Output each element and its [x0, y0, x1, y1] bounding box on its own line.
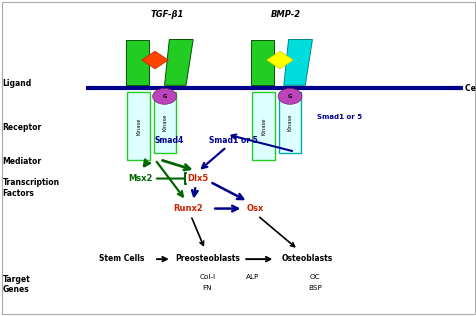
Polygon shape: [141, 51, 168, 69]
Text: G: G: [287, 94, 292, 99]
Text: Smad1 or 5: Smad1 or 5: [209, 136, 258, 145]
Text: Smad4: Smad4: [154, 136, 184, 145]
Text: Kinase: Kinase: [162, 114, 167, 131]
Text: Osteoblasts: Osteoblasts: [281, 254, 333, 263]
Text: BSP: BSP: [307, 285, 321, 290]
Text: Stem Cells: Stem Cells: [99, 254, 144, 263]
FancyBboxPatch shape: [251, 40, 274, 85]
Text: Receptor: Receptor: [2, 124, 41, 132]
Text: Mediator: Mediator: [2, 157, 41, 166]
Text: Kinase: Kinase: [136, 117, 141, 135]
Text: Dlx5: Dlx5: [187, 174, 208, 183]
Text: TGF-β1: TGF-β1: [150, 10, 183, 19]
Text: Preosteoblasts: Preosteoblasts: [175, 254, 239, 263]
Circle shape: [152, 88, 176, 104]
Text: OC: OC: [309, 274, 319, 280]
Text: Transcription
Factors: Transcription Factors: [2, 178, 60, 198]
Text: G: G: [162, 94, 167, 99]
Text: Kinase: Kinase: [287, 114, 292, 131]
Text: Target
Genes: Target Genes: [2, 275, 30, 294]
Text: Smad1 or 5: Smad1 or 5: [317, 114, 361, 120]
Polygon shape: [266, 51, 293, 69]
Polygon shape: [164, 40, 193, 85]
Text: Col-I: Col-I: [199, 274, 215, 280]
FancyBboxPatch shape: [126, 40, 149, 85]
FancyBboxPatch shape: [153, 92, 176, 153]
Polygon shape: [283, 40, 312, 85]
Text: Osx: Osx: [246, 204, 263, 213]
Text: Runx2: Runx2: [173, 204, 203, 213]
Text: Msx2: Msx2: [128, 174, 153, 183]
Text: Kinase: Kinase: [261, 117, 266, 135]
FancyBboxPatch shape: [127, 92, 150, 160]
Text: FN: FN: [202, 285, 212, 290]
Text: ALP: ALP: [246, 274, 259, 280]
Text: BMP-2: BMP-2: [270, 10, 301, 19]
Circle shape: [278, 88, 301, 104]
FancyBboxPatch shape: [252, 92, 275, 160]
FancyBboxPatch shape: [278, 92, 301, 153]
Text: Ligand: Ligand: [2, 79, 31, 88]
Text: Cell Memb.: Cell Memb.: [464, 84, 476, 93]
